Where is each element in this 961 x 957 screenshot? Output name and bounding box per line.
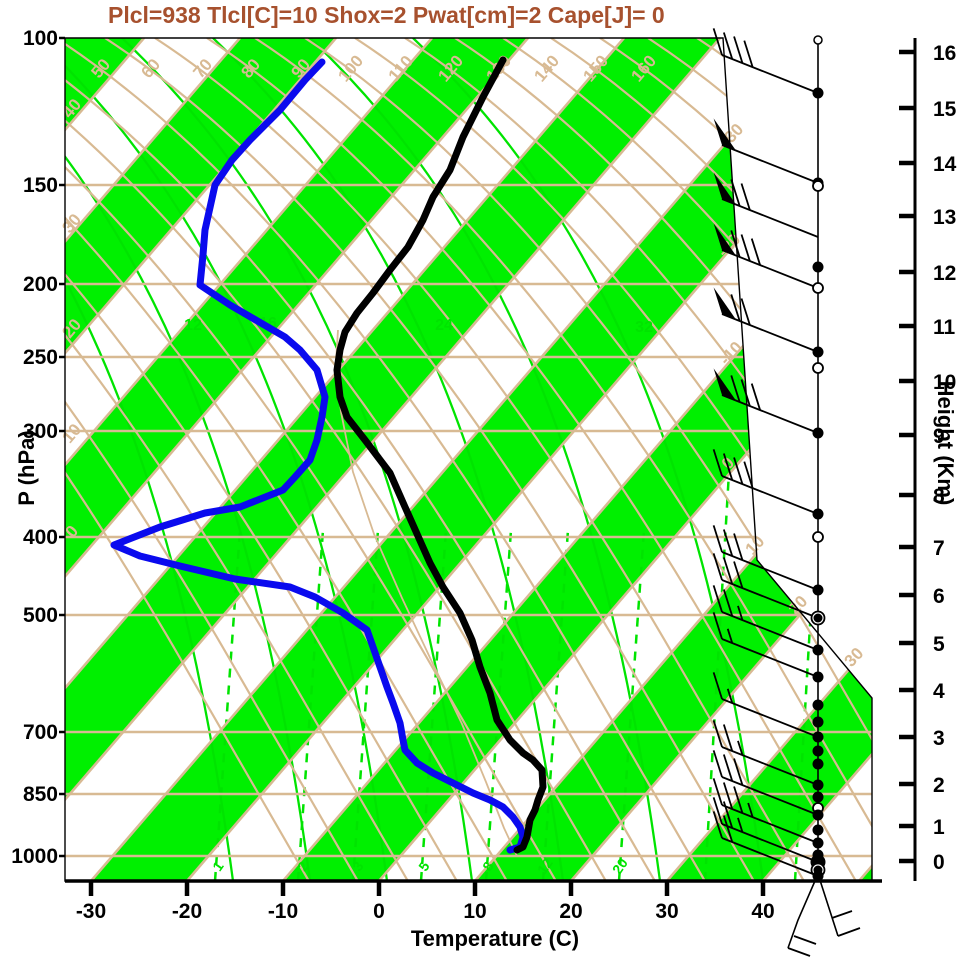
pressure-tick-label: 300	[23, 420, 58, 443]
height-tick-label: 15	[933, 98, 957, 121]
pressure-tick-label: 150	[23, 174, 58, 197]
height-tick-label: 13	[933, 206, 956, 229]
height-tick-label: 0	[933, 851, 945, 874]
height-tick-label: 7	[933, 537, 945, 560]
temperature-tick-label: -30	[76, 900, 106, 923]
pressure-tick-label: 100	[23, 27, 58, 50]
wind-barb-column	[712, 28, 861, 957]
isotherm-lines	[65, 38, 872, 881]
axes: -30 -20 -10 0 10 20 30 401001502002503004005007…	[11, 27, 956, 923]
dewpoint-curve	[110, 58, 527, 854]
height-tick-label: 3	[933, 727, 945, 750]
temperature-curve	[333, 56, 547, 854]
height-tick-label: 8	[933, 485, 945, 508]
mixing-ratio-label: 1	[209, 858, 227, 874]
temperature-tick-label: 0	[373, 900, 385, 923]
temperature-tick-label: 40	[751, 900, 774, 923]
moist-adiabat-label: 24	[435, 317, 453, 334]
pressure-tick-label: 200	[23, 273, 58, 296]
pressure-tick-label: 400	[23, 526, 58, 549]
chart-title: Plcl=938 Tlcl[C]=10 Shox=2 Pwat[cm]=2 Ca…	[108, 2, 665, 28]
pressure-tick-label: 850	[23, 783, 58, 806]
temperature-tick-label: 30	[655, 900, 678, 923]
temperature-tick-label: 10	[463, 900, 486, 923]
pressure-tick-label: 1000	[11, 845, 58, 868]
moist-adiabat-label: 32	[635, 319, 653, 336]
height-tick-label: 2	[933, 774, 945, 797]
temperature-axis-title: Temperature (C)	[410, 926, 580, 951]
height-tick-label: 9	[933, 425, 945, 448]
height-tick-label: 6	[933, 585, 945, 608]
temperature-tick-label: 20	[559, 900, 582, 923]
dry-adiabat-label: 100	[334, 51, 367, 85]
height-tick-label: 14	[933, 153, 957, 176]
height-tick-label: 11	[933, 316, 956, 339]
dry-adiabat-label: 140	[530, 51, 563, 85]
isotherm-label: 30	[841, 644, 868, 671]
height-tick-label: 10	[933, 371, 956, 394]
height-tick-label: 12	[933, 262, 956, 285]
mixing-ratio-label: 20	[609, 855, 631, 877]
mixing-ratio-label: 5	[415, 858, 433, 874]
height-tick-label: 16	[933, 42, 956, 65]
temperature-tick-label: -10	[268, 900, 298, 923]
temperature-band-stripes	[65, 38, 872, 881]
height-tick-label: 4	[933, 680, 945, 703]
height-tick-label: 1	[933, 816, 945, 839]
temperature-tick-label: -20	[172, 900, 202, 923]
pressure-tick-label: 250	[23, 346, 58, 369]
height-tick-label: 5	[933, 633, 945, 656]
moist-adiabat-label: 12	[184, 317, 202, 334]
pressure-tick-label: 500	[23, 604, 58, 627]
pressure-tick-label: 700	[23, 721, 58, 744]
